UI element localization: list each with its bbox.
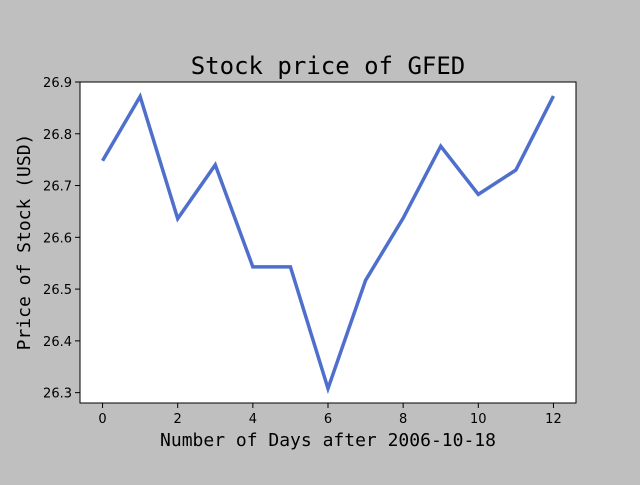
x-axis-label: Number of Days after 2006-10-18	[160, 430, 496, 451]
x-tick-label: 6	[324, 412, 332, 427]
y-tick-label: 26.9	[43, 76, 72, 91]
x-tick-label: 0	[98, 412, 106, 427]
y-tick-label: 26.6	[43, 231, 72, 246]
x-tick-label: 2	[174, 412, 182, 427]
chart-title: Stock price of GFED	[191, 52, 466, 80]
y-axis-label: Price of Stock (USD)	[14, 134, 35, 351]
y-tick-label: 26.3	[43, 387, 72, 402]
series-line	[101, 92, 556, 395]
y-tick-label: 26.5	[43, 283, 72, 298]
y-tick-label: 26.7	[43, 180, 72, 195]
x-tick-label: 10	[470, 412, 487, 427]
x-tick-label: 12	[545, 412, 562, 427]
y-tick-label: 26.8	[43, 128, 72, 143]
x-tick-label: 4	[249, 412, 257, 427]
plot-area	[79, 81, 577, 404]
y-tick-label: 26.4	[43, 335, 72, 350]
x-tick-label: 8	[399, 412, 407, 427]
x-axis: 0 2 4 6 8 10 12	[98, 403, 562, 427]
series-layer	[101, 92, 556, 395]
y-axis: 26.3 26.4 26.5 26.6 26.7 26.8 26.9	[43, 76, 80, 402]
